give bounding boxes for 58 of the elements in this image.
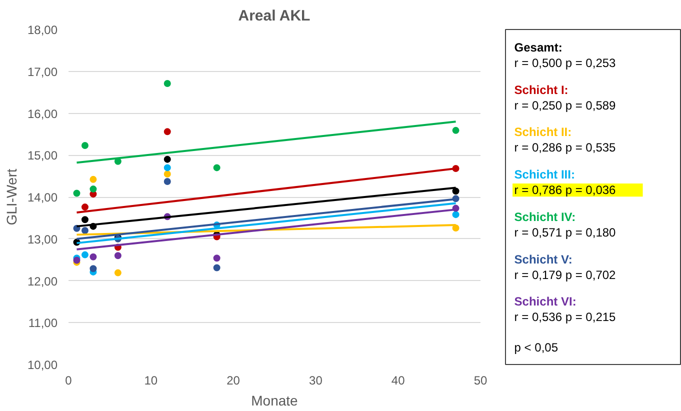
text: Schicht II: (514, 125, 572, 140)
x-tick-label: 0 (65, 374, 72, 388)
point (164, 178, 171, 185)
x-tick-label: 40 (391, 374, 406, 388)
point (81, 142, 88, 149)
text: r = 0,536 p = 0,215 (514, 310, 616, 324)
point (73, 190, 80, 197)
y-axis-title: GLI-Wert (3, 168, 20, 226)
y-tick-label: 16,00 (27, 106, 58, 121)
point (114, 252, 122, 260)
point (81, 227, 88, 234)
text: r = 0,500 p = 0,253 (514, 56, 616, 70)
text: Schicht I: (514, 82, 568, 97)
text: Schicht VI: (514, 294, 576, 309)
y-tick-label: 12,00 (27, 274, 58, 288)
point (164, 164, 171, 172)
point (164, 170, 171, 178)
point (90, 176, 97, 183)
point (213, 164, 220, 172)
point (81, 204, 88, 211)
y-tick-label: 14,00 (27, 190, 58, 204)
chart-title: Areal AKL (238, 8, 310, 24)
point (452, 126, 460, 134)
point (164, 128, 171, 136)
point (90, 186, 97, 193)
x-axis-title: Monate (251, 392, 298, 408)
x-tick-label: 10 (144, 374, 158, 388)
text: r = 0,571 p = 0,180 (514, 225, 616, 240)
text: r = 0,786 p = 0,036 (514, 183, 616, 198)
point (90, 265, 97, 272)
point (452, 188, 460, 195)
text: Schicht V: (514, 252, 572, 266)
x-tick-label: 50 (474, 374, 488, 388)
text: r = 0,286 p = 0,535 (514, 140, 616, 155)
y-tick-label: 13,00 (27, 232, 58, 246)
y-tick-label: 17,00 (27, 64, 58, 79)
text: Gesamt: (514, 40, 562, 54)
text: r = 0,250 p = 0,589 (514, 98, 616, 112)
point (114, 269, 122, 276)
point (213, 264, 220, 272)
point (213, 254, 220, 262)
point (81, 251, 88, 258)
point (164, 156, 171, 163)
y-tick-label: 15,00 (27, 148, 58, 163)
x-tick-label: 20 (226, 374, 240, 388)
point (90, 253, 97, 260)
y-tick-label: 11,00 (28, 316, 58, 330)
x-tick-label: 30 (309, 374, 323, 388)
point (452, 211, 460, 218)
text: p < 0,05 (514, 340, 558, 354)
text: r = 0,179 p = 0,702 (514, 268, 616, 282)
y-tick-label: 18,00 (27, 23, 58, 37)
text: Schicht III: (514, 168, 575, 182)
y-tick-label: 10,00 (27, 358, 58, 372)
point (164, 80, 171, 88)
point (452, 224, 460, 232)
text: Schicht IV: (514, 210, 576, 224)
point (81, 216, 88, 224)
